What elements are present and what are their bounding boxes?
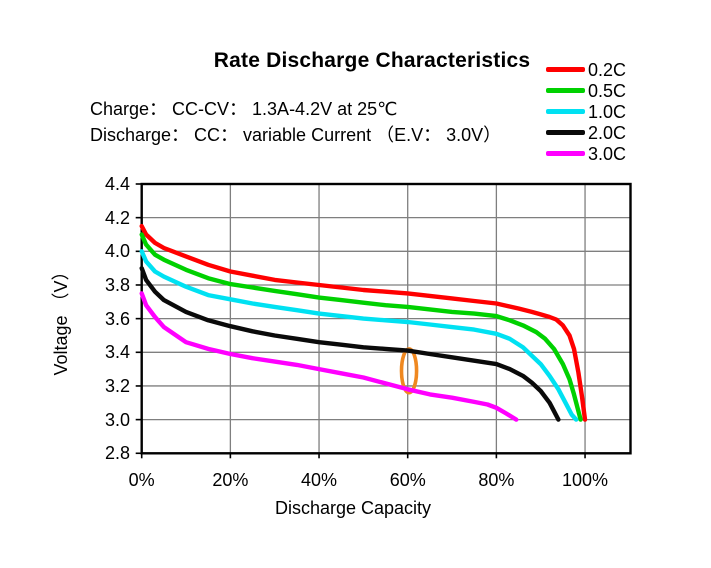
charge-condition-text: Charge： CC-CV： 1.3A-4.2V at 25℃ <box>90 99 398 119</box>
legend-item-2.0C: 2.0C <box>546 122 626 143</box>
x-tick-label: 20% <box>212 470 249 490</box>
legend-line-swatch <box>546 130 585 135</box>
legend-label: 0.2C <box>588 59 627 80</box>
y-axis-title: Voltage （V） <box>51 262 71 376</box>
y-tick-label: 3.8 <box>104 274 130 295</box>
series-line-2.0C <box>139 266 561 422</box>
y-tick-label: 2.8 <box>104 443 130 464</box>
y-tick-label: 3.2 <box>104 375 130 396</box>
x-tick-label: 40% <box>301 470 338 490</box>
x-tick-label: 80% <box>478 470 515 490</box>
y-tick-label: 4.4 <box>104 174 130 194</box>
legend-item-1.0C: 1.0C <box>546 101 626 122</box>
series-line-0.5C <box>139 232 583 422</box>
series-line-3.0C <box>139 291 519 422</box>
x-tick-label: 60% <box>389 470 426 490</box>
y-tick-label: 3.6 <box>104 308 130 329</box>
legend-line-swatch <box>546 151 585 156</box>
series-line-0.2C <box>139 223 588 422</box>
y-tick-label: 3.4 <box>104 342 130 363</box>
legend-line-swatch <box>546 109 585 114</box>
legend-item-3.0C: 3.0C <box>546 143 626 164</box>
y-tick-label: 3.0 <box>104 409 130 430</box>
legend-item-0.5C: 0.5C <box>546 80 626 101</box>
legend-label: 2.0C <box>588 122 627 143</box>
legend-item-0.2C: 0.2C <box>546 59 626 80</box>
legend-line-swatch <box>546 67 585 72</box>
x-tick-label: 100% <box>562 470 609 490</box>
y-tick-label: 4.2 <box>104 207 130 228</box>
legend-label: 1.0C <box>588 101 627 122</box>
discharge-condition-text: Discharge： CC： variable Current （E.V： 3.… <box>90 125 502 145</box>
chart-title: Rate Discharge Characteristics <box>213 49 531 72</box>
legend-line-swatch <box>546 88 585 93</box>
x-tick-label: 0% <box>128 470 155 490</box>
x-axis-title: Discharge Capacity <box>274 498 432 518</box>
legend-label: 0.5C <box>588 80 627 101</box>
legend: 0.2C 0.5C 1.0C 2.0C 3.0C <box>546 59 626 164</box>
series-line-1.0C <box>139 249 579 422</box>
legend-label: 3.0C <box>588 143 627 164</box>
y-tick-label: 4.0 <box>104 241 130 262</box>
plot-border <box>140 182 632 455</box>
